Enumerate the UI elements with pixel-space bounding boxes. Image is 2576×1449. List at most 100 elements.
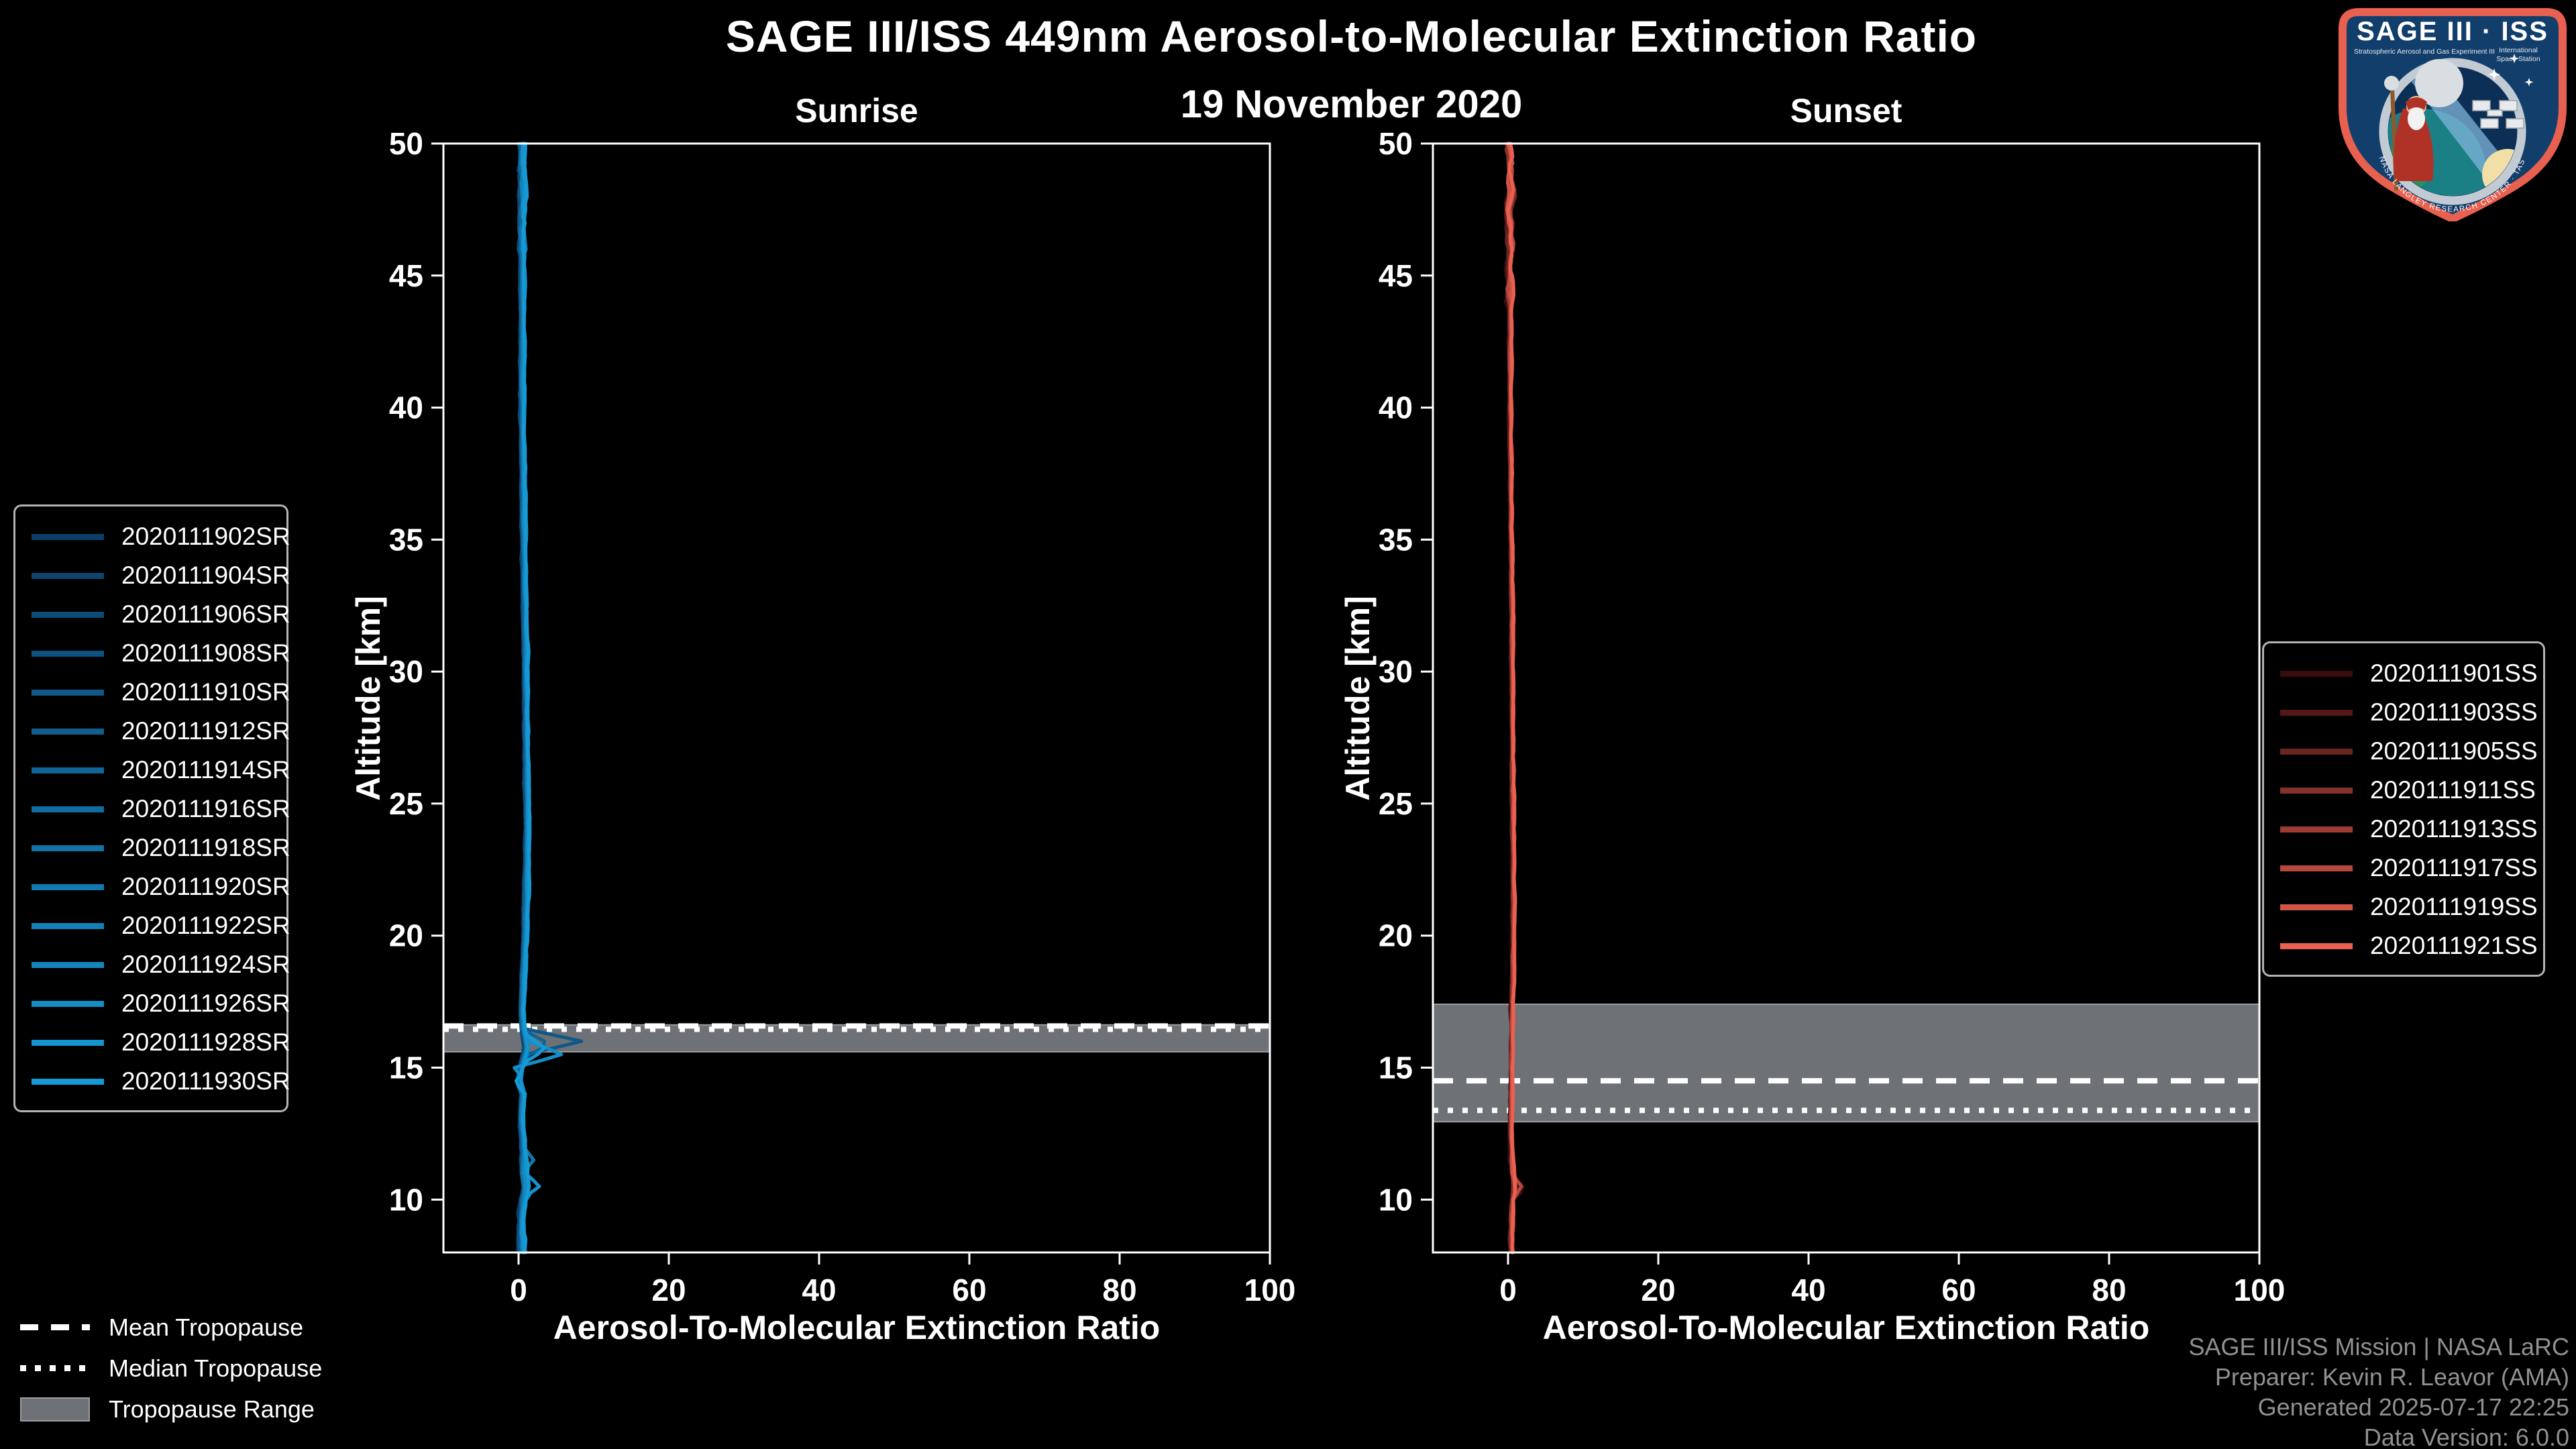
patch-subtitle-right-2: Space Station (2496, 55, 2540, 63)
sage-iii-iss-mission-patch-logo: SAGE III · ISS Stratospheric Aerosol and… (2339, 8, 2567, 221)
legend-label: 2020111926SR (121, 989, 290, 1017)
legend-line-swatch (2280, 865, 2353, 871)
legend-line-swatch (32, 1039, 104, 1046)
legend-line-swatch (32, 922, 104, 929)
legend-item: 2020111918SR (28, 828, 290, 867)
sunset-y-tick-label: 15 (1379, 1051, 1413, 1085)
legend-item: 2020111906SR (28, 595, 290, 634)
legend-line-swatch (2280, 709, 2353, 716)
patch-title: SAGE III · ISS (2357, 17, 2548, 46)
legend-label: 2020111911SS (2370, 776, 2536, 804)
sunset-x-tick-label: 20 (1641, 1273, 1675, 1307)
dotted-line-swatch (20, 1365, 90, 1371)
tropopause-legend-item: Tropopause Range (20, 1389, 322, 1430)
legend-line-swatch (32, 650, 104, 657)
sunrise-x-tick-label: 20 (651, 1273, 686, 1307)
sunrise-profile-line-2020111930SR (514, 142, 547, 1254)
sunset-series-legend: 2020111901SS 2020111903SS 2020111905SS 2020… (2262, 641, 2545, 977)
legend-line-swatch (2280, 943, 2353, 949)
footer-line: SAGE III/ISS Mission | NASA LaRC (2188, 1333, 2569, 1360)
legend-label: 2020111913SS (2370, 815, 2538, 843)
sunset-y-tick-label: 10 (1379, 1182, 1413, 1217)
tropopause-legend-label: Mean Tropopause (109, 1313, 304, 1341)
patch-figure (2384, 76, 2434, 191)
legend-item: 2020111919SS (2276, 888, 2538, 926)
legend-label: 2020111903SS (2370, 698, 2538, 726)
sunrise-x-tick-label: 0 (510, 1273, 527, 1307)
legend-label: 2020111918SR (121, 834, 290, 861)
sunset-tropopause-range-band (1432, 1004, 2260, 1123)
tropopause-legend-item: Median Tropopause (20, 1348, 322, 1389)
legend-line-swatch (2280, 787, 2353, 794)
sunrise-axes-frame (442, 142, 1271, 1254)
tropopause-legend-item: Mean Tropopause (20, 1307, 322, 1348)
legend-item: 2020111916SR (28, 790, 290, 828)
sunset-profile-line-2020111921SS (1506, 142, 1517, 1254)
legend-item: 2020111912SR (28, 712, 290, 751)
sunrise-x-tick-label: 40 (802, 1273, 836, 1307)
tropopause-legend-label: Tropopause Range (109, 1395, 315, 1423)
sunset-x-tick-label: 100 (2234, 1273, 2286, 1307)
legend-label: 2020111902SR (121, 523, 290, 550)
legend-label: 2020111901SS (2370, 659, 2538, 687)
legend-label: 2020111912SR (121, 717, 290, 745)
legend-label: 2020111928SR (121, 1028, 290, 1056)
legend-label: 2020111910SR (121, 678, 290, 706)
sunrise-y-tick-label: 15 (389, 1051, 423, 1085)
legend-label: 2020111921SS (2370, 932, 2538, 959)
legend-item: 2020111922SR (28, 906, 290, 945)
legend-line-swatch (32, 728, 104, 735)
legend-line-swatch (32, 806, 104, 812)
sunrise-y-tick-label: 20 (389, 918, 423, 953)
patch-subtitle-right-1: International (2499, 46, 2538, 54)
legend-label: 2020111917SS (2370, 854, 2538, 881)
legend-item: 2020111924SR (28, 945, 290, 984)
legend-item: 2020111910SR (28, 673, 290, 712)
sunrise-y-tick-label: 50 (389, 126, 423, 161)
band-line-swatch (20, 1397, 90, 1421)
patch-iss (2472, 100, 2524, 129)
legend-line-swatch (32, 572, 104, 579)
legend-line-swatch (2280, 748, 2353, 755)
legend-line-swatch (32, 1000, 104, 1007)
patch-moon (2415, 59, 2463, 107)
legend-line-swatch (32, 961, 104, 968)
sunset-y-tick-label: 45 (1379, 258, 1413, 293)
sunset-y-tick-label: 20 (1379, 918, 1413, 953)
legend-item: 2020111920SR (28, 867, 290, 906)
legend-item: 2020111930SR (28, 1062, 290, 1101)
legend-line-swatch (32, 611, 104, 618)
legend-label: 2020111905SS (2370, 737, 2538, 765)
sunrise-x-tick-label: 80 (1102, 1273, 1136, 1307)
legend-line-swatch (32, 1078, 104, 1085)
sunrise-y-tick-label: 10 (389, 1182, 423, 1217)
sunset-axes-frame (1432, 142, 2261, 1254)
chart-date-subtitle: 19 November 2020 (1180, 83, 1523, 126)
sunrise-panel-title: Sunrise (795, 92, 918, 129)
sunrise-x-axis-label: Aerosol-To-Molecular Extinction Ratio (553, 1309, 1161, 1346)
legend-label: 2020111930SR (121, 1067, 290, 1095)
legend-line-swatch (32, 883, 104, 890)
legend-label: 2020111904SR (121, 561, 290, 589)
legend-line-swatch (32, 845, 104, 851)
sunset-x-axis-label: Aerosol-To-Molecular Extinction Ratio (1542, 1309, 2150, 1346)
sunset-x-tick-label: 0 (1499, 1273, 1517, 1307)
patch-stars (2488, 54, 2534, 87)
sunrise-y-tick-label: 30 (389, 654, 423, 689)
sunrise-y-tick-label: 40 (389, 390, 423, 425)
legend-item: 2020111913SS (2276, 810, 2538, 849)
sunset-panel-title: Sunset (1790, 92, 1902, 129)
legend-item: 2020111917SS (2276, 849, 2538, 888)
legend-label: 2020111914SR (121, 756, 290, 784)
legend-line-swatch (32, 689, 104, 696)
legend-label: 2020111908SR (121, 639, 290, 667)
sunset-x-tick-label: 80 (2092, 1273, 2126, 1307)
sunset-x-tick-label: 60 (1941, 1273, 1976, 1307)
legend-item: 2020111905SS (2276, 732, 2538, 771)
patch-subtitle-left: Stratospheric Aerosol and Gas Experiment… (2354, 48, 2495, 56)
legend-item: 2020111904SR (28, 556, 290, 595)
legend-item: 2020111903SS (2276, 693, 2538, 732)
chart-title: SAGE III/ISS 449nm Aerosol-to-Molecular … (725, 11, 1978, 61)
